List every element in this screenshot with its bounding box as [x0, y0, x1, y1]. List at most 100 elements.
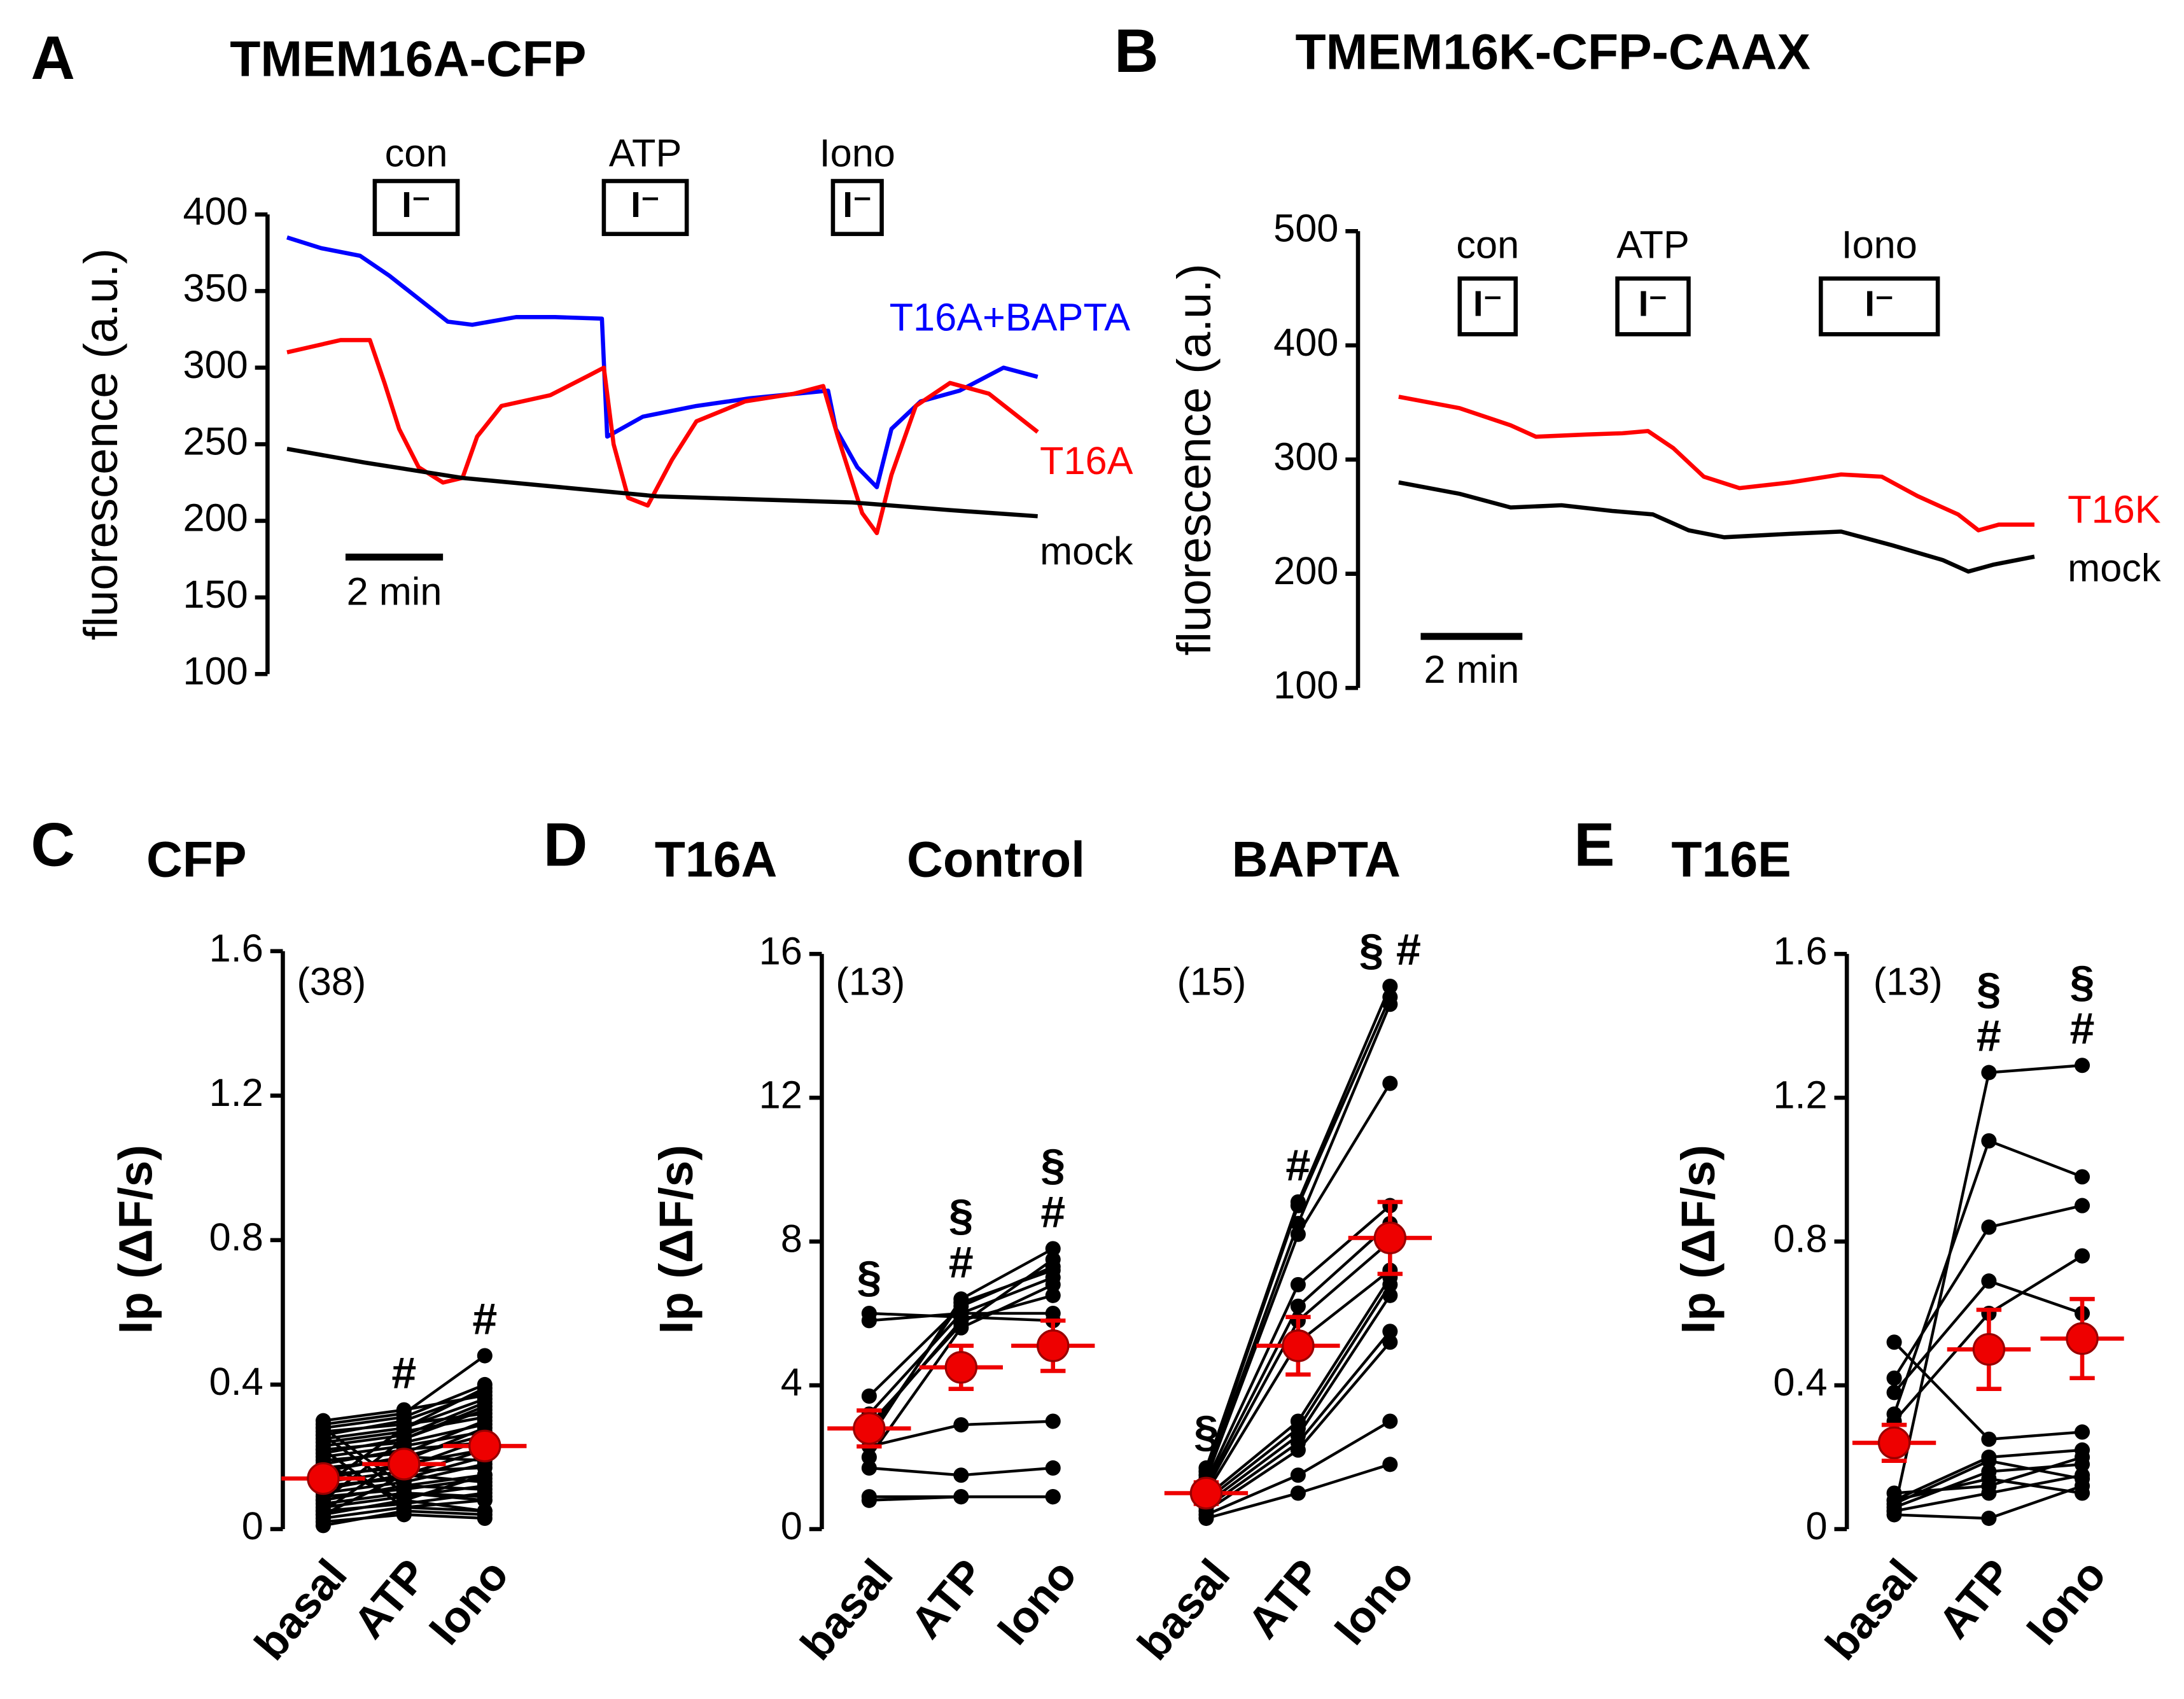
significance: #: [949, 1237, 974, 1287]
panel-title: T16E: [1671, 832, 1791, 888]
y-tick-label: 0.4: [1773, 1360, 1827, 1404]
cell-dot: [2075, 1248, 2090, 1264]
series-label: mock: [1040, 529, 1133, 573]
cell-dot: [315, 1507, 331, 1523]
cell-dot: [1045, 1460, 1061, 1476]
cell-dot: [2075, 1449, 2090, 1465]
significance: §: [1040, 1140, 1065, 1189]
stimulus-box: [372, 179, 460, 236]
cell-dot: [1382, 1075, 1398, 1091]
cell-dot: [1290, 1194, 1306, 1210]
cell-dot: [396, 1402, 412, 1418]
y-tick-label: 1.2: [209, 1071, 263, 1114]
n-label: (38): [297, 960, 366, 1003]
x-tick-label: ATP: [344, 1550, 437, 1647]
series-label: T16A: [1040, 439, 1133, 482]
stimulus-box: [601, 179, 689, 236]
mean-dot: [944, 1351, 977, 1384]
trace: [286, 447, 1038, 519]
x-tick-label: basal: [1816, 1550, 1928, 1669]
significance: §: [1194, 1406, 1219, 1456]
cell-dot: [1045, 1413, 1061, 1429]
panel-title: TMEM16K-CFP-CAAX: [1296, 24, 1811, 80]
trace: [1398, 480, 2035, 574]
cell-dot: [2075, 1169, 2090, 1185]
mean-dot: [1189, 1476, 1223, 1510]
n-label: (13): [1873, 960, 1943, 1003]
cell-dot: [953, 1489, 969, 1505]
y-tick-label: 300: [183, 343, 248, 386]
trace: [286, 235, 1039, 489]
cell-dot: [1382, 1334, 1398, 1350]
y-tick-label: 8: [781, 1217, 802, 1260]
series-label: T16A+BAPTA: [890, 296, 1131, 339]
cell-dot: [1382, 1457, 1398, 1472]
panel-letter: B: [1114, 17, 1159, 85]
series-label: mock: [2068, 546, 2161, 589]
y-tick-label: 0: [1805, 1504, 1827, 1548]
cell-dot: [1382, 978, 1398, 995]
x-tick-label: basal: [791, 1550, 902, 1669]
series-label: T16K: [2068, 488, 2161, 531]
cell-dot: [315, 1420, 331, 1436]
y-axis-label: Ip (ΔF/s): [1672, 1145, 1725, 1334]
mean-dot: [1037, 1329, 1070, 1362]
y-tick-label: 500: [1273, 206, 1338, 249]
cell-dot: [1290, 1298, 1306, 1314]
y-tick-label: 1.6: [1773, 929, 1827, 972]
x-tick-label: Iono: [419, 1550, 518, 1654]
cell-dot: [477, 1398, 493, 1415]
cell-dot: [861, 1306, 877, 1322]
stimulus-ion: I⁻: [843, 185, 872, 225]
x-tick-label: ATP: [901, 1550, 994, 1647]
cell-dot: [861, 1449, 877, 1465]
y-tick-label: 400: [183, 190, 248, 233]
significance: §: [2070, 956, 2095, 1006]
cell-dot: [1382, 1324, 1398, 1339]
x-tick-label: basal: [1128, 1550, 1240, 1669]
panel-title: T16A: [655, 832, 778, 888]
cell-dot: [1886, 1334, 1902, 1350]
y-axis-label: Ip (ΔF/s): [109, 1145, 162, 1334]
y-axis-label: Ip (ΔF/s): [650, 1145, 703, 1334]
cell-dot: [1382, 1413, 1398, 1429]
stimulus-ion: I⁻: [402, 185, 431, 225]
cell-dot: [2075, 1058, 2090, 1073]
mean-dot: [1877, 1426, 1911, 1460]
cell-dot: [953, 1295, 969, 1311]
mean-dot: [2066, 1322, 2099, 1355]
stimulus-ion: I⁻: [1865, 284, 1894, 325]
x-tick-label: ATP: [1238, 1550, 1331, 1647]
cell-dot: [2075, 1485, 2090, 1501]
stimulus-ion: I⁻: [1639, 284, 1668, 325]
mean-dot: [388, 1448, 421, 1481]
significance: §: [857, 1252, 881, 1301]
stimulus-label: ATP: [609, 131, 682, 174]
cell-dot: [1981, 1273, 1997, 1289]
mean-dot: [1373, 1221, 1407, 1255]
panel-letter: D: [543, 811, 588, 879]
n-label: (13): [836, 960, 905, 1003]
stimulus-label: con: [1456, 223, 1519, 267]
cell-dot: [2075, 1424, 2090, 1440]
cell-dot: [1981, 1453, 1997, 1469]
panel-letter: A: [31, 24, 75, 92]
x-tick-label: Iono: [988, 1550, 1086, 1654]
cell-dot: [1290, 1485, 1306, 1501]
cell-dot: [2075, 1471, 2090, 1486]
cell-dot: [1045, 1276, 1061, 1292]
cell-dot: [1981, 1431, 1997, 1447]
significance: §: [1977, 963, 2001, 1013]
panel-letter: C: [31, 811, 75, 879]
y-tick-label: 1.6: [209, 926, 263, 970]
cell-dot: [396, 1420, 412, 1436]
group-title: Control: [907, 832, 1085, 888]
x-tick-label: Iono: [2017, 1550, 2115, 1654]
cell-dot: [1886, 1496, 1902, 1512]
x-tick-label: basal: [245, 1550, 356, 1669]
cell-dot: [315, 1442, 331, 1458]
cell-dot: [861, 1388, 877, 1404]
significance: § #: [1359, 925, 1421, 974]
mean-dot: [468, 1429, 501, 1463]
stimulus-box: [1819, 276, 1940, 337]
